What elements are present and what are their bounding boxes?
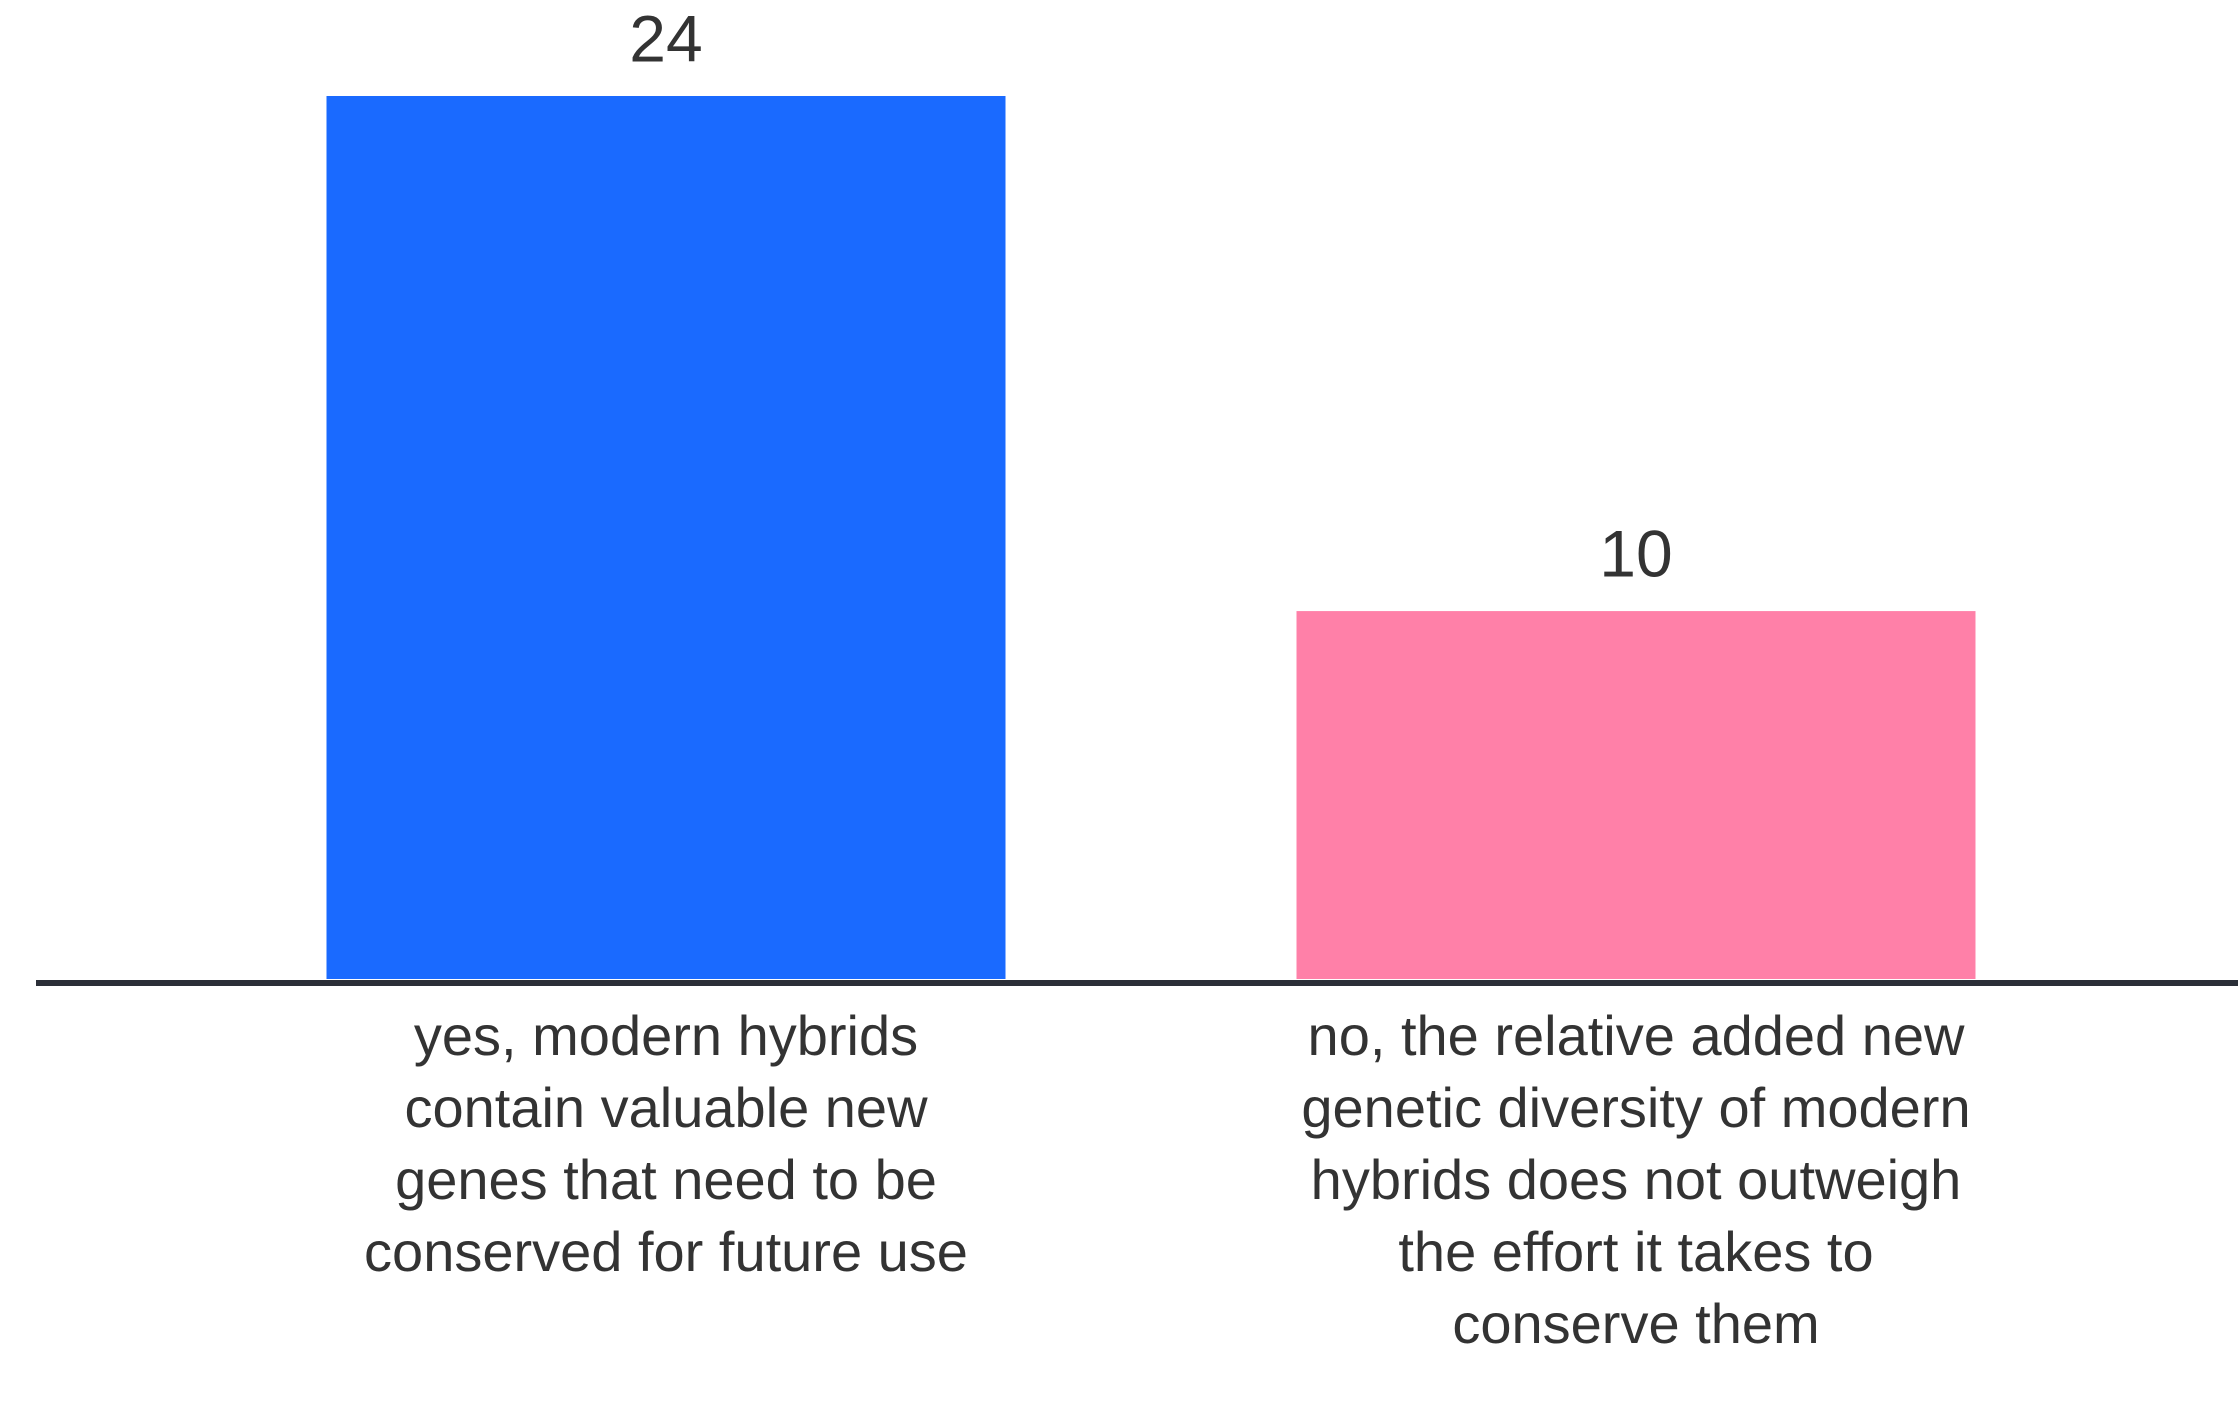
x-tick-label: no, the relative added new genetic diver… bbox=[1301, 1004, 1971, 1355]
bar bbox=[326, 96, 1006, 979]
bar bbox=[1296, 611, 1976, 979]
value-label: 24 bbox=[629, 1, 702, 75]
x-tick-label: yes, modern hybrids contain valuable new… bbox=[364, 1004, 968, 1283]
value-label: 10 bbox=[1599, 517, 1672, 591]
